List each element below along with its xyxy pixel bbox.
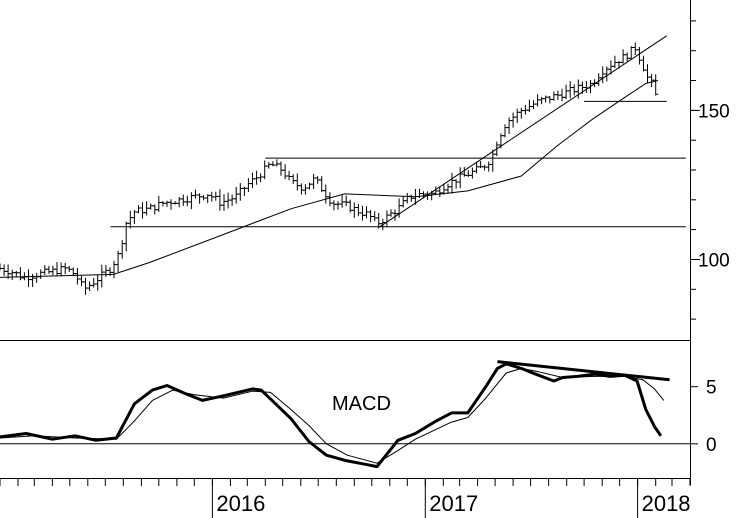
x-axis-year-label: 2017 (429, 491, 478, 516)
macd-y-tick-label: 5 (706, 378, 717, 399)
macd-signal-line (0, 367, 665, 464)
macd-trend-line-1 (497, 360, 670, 382)
price-y-tick-label: 150 (698, 101, 730, 122)
chart-axes: 100 150 0 5 2016 2017 2018 (0, 0, 730, 518)
price-ohlc-bar (653, 74, 659, 96)
x-axis-year-label: 2016 (216, 491, 265, 516)
x-axis-year-label: 2018 (642, 491, 691, 516)
macd-panel (0, 360, 690, 469)
macd-label: MACD (332, 393, 391, 415)
price-y-tick-label: 100 (698, 251, 730, 272)
price-moving-average-line (0, 80, 659, 278)
macd-y-tick-label: 0 (706, 435, 717, 456)
macd-line (0, 362, 663, 469)
price-panel (0, 35, 686, 295)
